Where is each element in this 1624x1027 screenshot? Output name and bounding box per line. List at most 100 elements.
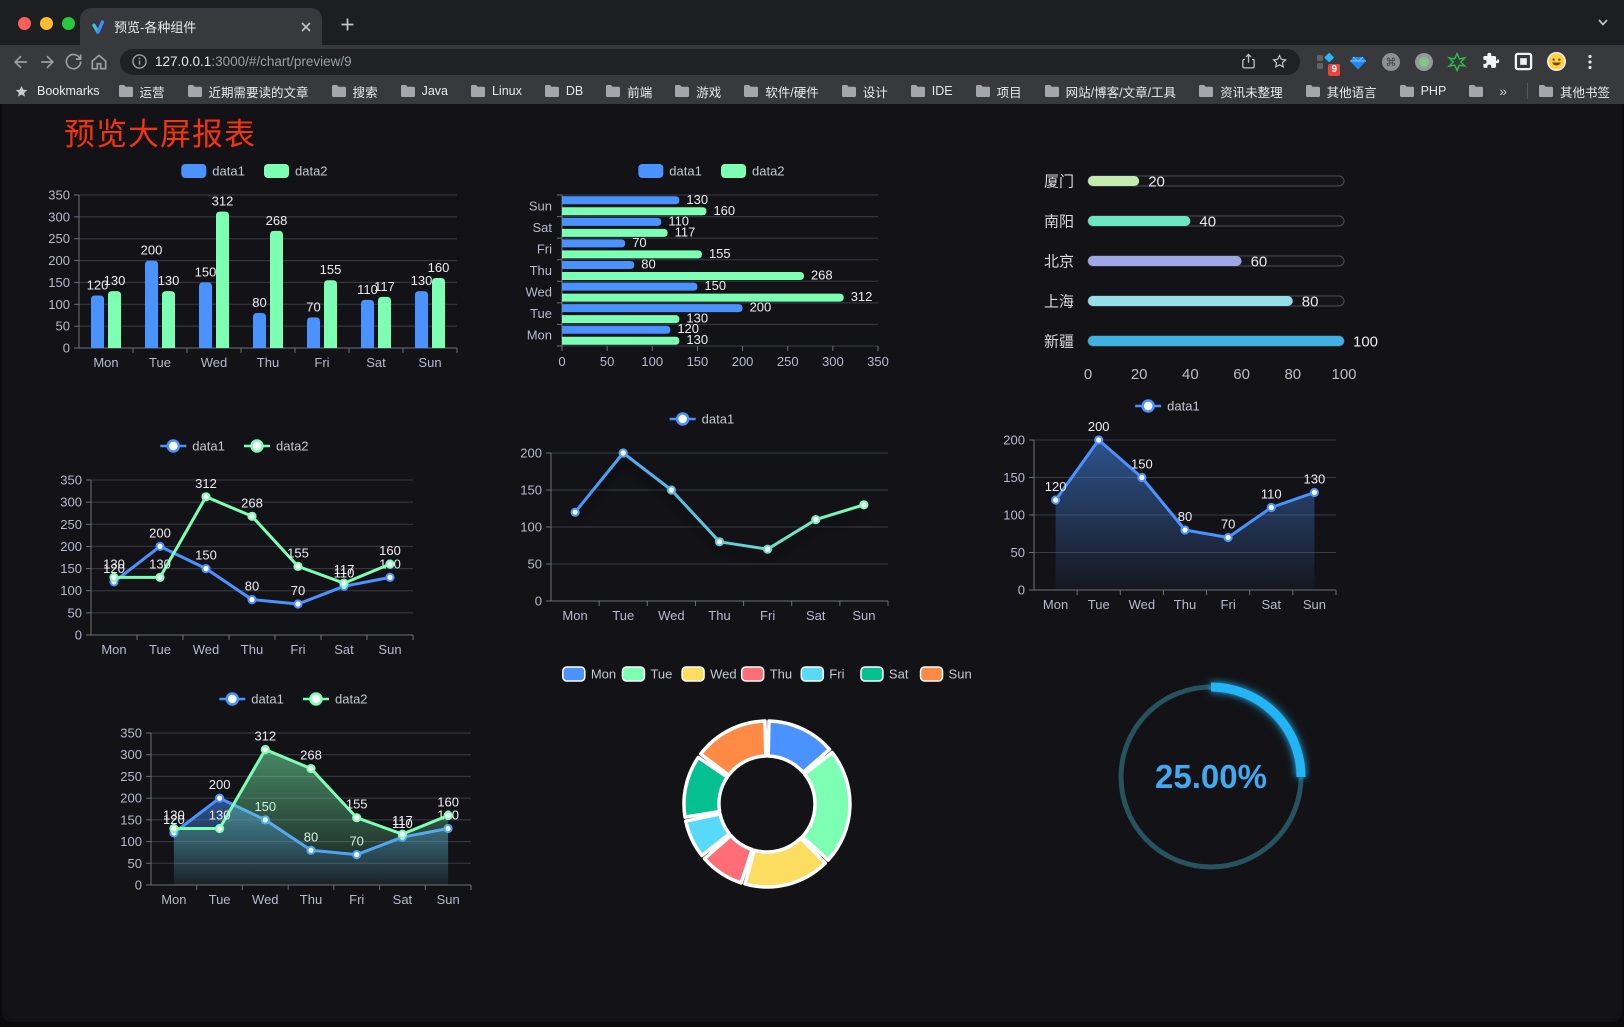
bookmark-item[interactable]: 网站/博客/文章/工具 <box>1044 82 1176 101</box>
chart-area-line-single[interactable]: 0 50 100 150 200 Mon Tue Wed Thu Fri Sat Sun 120 200 1… <box>990 386 1350 616</box>
svg-text:300: 300 <box>60 495 82 510</box>
svg-text:Tue: Tue <box>650 667 672 682</box>
svg-text:70: 70 <box>632 235 646 250</box>
chart-canvas[interactable]: 0 50 100 150 200 Mon Tue Wed Thu Fri Sat Sun data1 <box>507 399 902 627</box>
extension-green-star-icon[interactable] <box>1446 51 1468 73</box>
svg-text:150: 150 <box>48 275 70 290</box>
window-close-button[interactable] <box>18 17 31 30</box>
chart-city-progress[interactable]: 厦门 20 南阳 40 北京 60 上海 80 新疆 100 0 20 40 60 80 100 <box>1002 159 1384 387</box>
bookmark-item[interactable]: 游戏 <box>674 82 721 101</box>
svg-text:Tue: Tue <box>149 642 171 657</box>
reload-button[interactable] <box>60 49 86 75</box>
bookmark-item[interactable]: IDE <box>910 84 953 98</box>
chart-line-two-series[interactable]: 0 50 100 150 200 250 300 350 Mon Tue Wed Thu Fri Sat S… <box>47 426 427 661</box>
extensions-row: 9 ⌘ <box>1314 51 1567 76</box>
bookmarks-overflow-chevron[interactable]: » <box>1499 83 1507 99</box>
chart-donut[interactable]: Mon Tue Wed Thu Fri Sat Sun <box>562 658 972 914</box>
window-zoom-button[interactable] <box>62 17 75 30</box>
svg-text:200: 200 <box>120 791 142 806</box>
chart-canvas[interactable]: 0 50 100 150 200 250 300 350 Mon Tue Wed Thu Fri Sat S… <box>47 426 427 661</box>
chart-canvas[interactable]: 0 50 100 150 200 250 300 350 Mon Tue Wed Thu Fri Sat S… <box>47 149 467 374</box>
extension-gem-icon[interactable] <box>1347 51 1369 73</box>
back-button[interactable] <box>8 49 34 75</box>
bookmark-item[interactable]: 搜索 <box>331 82 378 101</box>
svg-text:200: 200 <box>48 253 70 268</box>
bookmark-item[interactable]: 文件服务器 <box>1468 82 1489 101</box>
svg-text:200: 200 <box>1088 419 1110 434</box>
forward-button[interactable] <box>34 49 60 75</box>
svg-text:160: 160 <box>437 795 459 810</box>
bookmark-item[interactable]: 前端 <box>605 82 652 101</box>
svg-text:Tue: Tue <box>209 892 231 907</box>
home-button[interactable] <box>86 49 112 75</box>
svg-text:268: 268 <box>241 495 263 510</box>
browser-tab[interactable]: 预览-各种组件 <box>80 8 322 45</box>
extension-green-dot-icon[interactable] <box>1413 51 1435 73</box>
share-icon[interactable] <box>1240 53 1257 70</box>
extension-emoji-icon[interactable] <box>1545 51 1567 73</box>
extension-command-icon[interactable]: ⌘ <box>1380 51 1402 73</box>
bookmarks-label[interactable]: Bookmarks <box>37 84 100 98</box>
svg-text:80: 80 <box>1302 294 1319 311</box>
svg-text:Sat: Sat <box>806 608 826 623</box>
bookmark-item[interactable]: Linux <box>470 84 522 98</box>
svg-text:25.00%: 25.00% <box>1155 758 1267 795</box>
svg-text:100: 100 <box>641 354 663 369</box>
svg-text:150: 150 <box>120 812 142 827</box>
chart-horizontal-bar[interactable]: 0 50 100 150 200 250 300 350 Sun 130 160 Sat 110 117 F… <box>504 149 924 374</box>
address-bar[interactable]: 127.0.0.1:3000/#/chart/preview/9 <box>120 48 1300 75</box>
svg-text:50: 50 <box>600 354 614 369</box>
url-text: 127.0.0.1:3000/#/chart/preview/9 <box>155 54 352 69</box>
svg-text:150: 150 <box>704 278 726 293</box>
svg-text:130: 130 <box>1304 472 1326 487</box>
bookmark-item[interactable]: 资讯未整理 <box>1198 82 1283 101</box>
svg-text:110: 110 <box>392 816 413 831</box>
bookmark-star-icon[interactable] <box>1271 53 1288 70</box>
bookmark-item[interactable]: 其他语言 <box>1305 82 1377 101</box>
chart-canvas[interactable]: Mon Tue Wed Thu Fri Sat Sun <box>562 658 972 914</box>
tab-search-chevron-icon[interactable] <box>1596 15 1610 29</box>
site-favicon-icon <box>90 19 106 35</box>
svg-text:0: 0 <box>535 594 542 609</box>
svg-text:130: 130 <box>686 192 708 207</box>
svg-text:110: 110 <box>668 213 689 228</box>
svg-text:100: 100 <box>1003 508 1025 523</box>
extension-grid-badge-icon[interactable]: 9 <box>1314 51 1340 76</box>
chart-grouped-bar[interactable]: 0 50 100 150 200 250 300 350 Mon Tue Wed Thu Fri Sat S… <box>47 149 467 374</box>
svg-text:上海: 上海 <box>1044 294 1074 311</box>
window-minimize-button[interactable] <box>40 17 53 30</box>
extension-contrast-icon[interactable] <box>1512 51 1534 73</box>
svg-text:350: 350 <box>867 354 889 369</box>
other-bookmarks-folder[interactable]: 其他书签 <box>1538 82 1610 101</box>
bookmark-item[interactable]: 设计 <box>841 82 888 101</box>
bookmark-item[interactable]: 运营 <box>118 82 165 101</box>
chart-area-line-two[interactable]: 0 50 100 150 200 250 300 350 Mon Tue Wed Thu Fri Sat S… <box>107 679 485 911</box>
bookmark-item[interactable]: 项目 <box>975 82 1022 101</box>
tab-close-icon[interactable] <box>300 21 312 33</box>
chart-gauge[interactable]: 25.00% <box>1111 677 1311 877</box>
new-tab-button[interactable] <box>336 13 358 35</box>
svg-text:Sat: Sat <box>889 667 909 682</box>
svg-text:160: 160 <box>713 203 735 218</box>
svg-text:新疆: 新疆 <box>1044 334 1074 351</box>
bookmarks-star-icon[interactable] <box>14 84 29 99</box>
svg-text:70: 70 <box>306 299 320 314</box>
bookmark-item[interactable]: 软件/硬件 <box>743 82 819 101</box>
chart-canvas[interactable]: 厦门 20 南阳 40 北京 60 上海 80 新疆 100 0 20 40 60 80 100 <box>1002 159 1384 387</box>
bookmark-item[interactable]: PHP <box>1399 84 1446 98</box>
chart-canvas[interactable]: 0 50 100 150 200 Mon Tue Wed Thu Fri Sat Sun 120 200 1… <box>990 386 1350 616</box>
svg-text:Sat: Sat <box>366 355 386 370</box>
folder-icon <box>400 85 415 97</box>
bookmark-item[interactable]: DB <box>544 84 583 98</box>
chart-canvas[interactable]: 25.00% <box>1111 677 1311 877</box>
chart-gradient-line[interactable]: 0 50 100 150 200 Mon Tue Wed Thu Fri Sat Sun data1 <box>507 399 902 627</box>
other-bookmarks-label: 其他书签 <box>1559 85 1610 100</box>
extensions-puzzle-icon[interactable] <box>1479 51 1501 73</box>
svg-text:Mon: Mon <box>161 892 186 907</box>
site-info-icon[interactable] <box>132 54 147 69</box>
bookmark-item[interactable]: 近期需要读的文章 <box>187 82 309 101</box>
bookmark-item[interactable]: Java <box>400 84 448 98</box>
chart-canvas[interactable]: 0 50 100 150 200 250 300 350 Mon Tue Wed Thu Fri Sat S… <box>107 679 485 911</box>
browser-menu-icon[interactable] <box>1577 49 1603 75</box>
